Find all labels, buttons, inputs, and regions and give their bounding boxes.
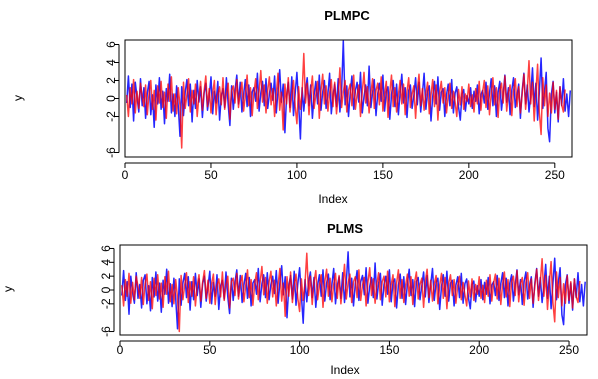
series-line-1: [125, 52, 566, 149]
x-tick-label: 200: [469, 343, 489, 357]
y-tick-label: 6: [104, 41, 118, 48]
x-tick-label: 50: [204, 168, 218, 182]
series-line-1: [121, 252, 581, 333]
x-tick-label: 100: [287, 168, 307, 182]
x-tick-label: 200: [459, 168, 479, 182]
y-tick-label: 0: [99, 286, 113, 293]
y-axis: -6 -2 0 2 4 6: [99, 245, 115, 337]
plot-area: [125, 40, 572, 149]
chart-plmpc: PLMPC -6 -2 0 2 4 6 0 50 100 150 200 250 Index y: [11, 8, 573, 206]
y-tick-label: -2: [104, 111, 118, 122]
y-tick-label: -6: [104, 147, 118, 158]
x-tick-label: 0: [117, 343, 124, 357]
x-tick-label: 0: [122, 168, 129, 182]
plot-frame: [119, 244, 588, 336]
y-tick-label: 4: [99, 259, 113, 266]
plot-frame: [124, 39, 573, 158]
y-tick-label: 2: [104, 77, 118, 84]
y-axis: -6 -2 0 2 4 6: [104, 41, 120, 158]
x-tick-label: 150: [379, 343, 399, 357]
y-tick-label: 0: [104, 95, 118, 102]
y-tick-label: 4: [104, 59, 118, 66]
x-tick-label: 250: [559, 343, 579, 357]
chart-plms: PLMS -6 -2 0 2 4 6 0 50 100 150 200 250 Index y: [1, 221, 588, 377]
plot-area: [121, 251, 586, 333]
y-tick-label: 2: [99, 273, 113, 280]
y-axis-title: y: [11, 95, 25, 101]
x-axis-title: Index: [318, 192, 347, 206]
y-tick-label: -6: [99, 326, 113, 337]
chart-title: PLMPC: [324, 8, 370, 23]
y-axis-title: y: [1, 286, 15, 292]
chart-title: PLMS: [327, 221, 363, 236]
x-tick-label: 100: [290, 343, 310, 357]
x-axis: 0 50 100 150 200 250: [122, 162, 565, 182]
x-tick-label: 50: [203, 343, 217, 357]
y-tick-label: 6: [99, 245, 113, 252]
x-axis-title: Index: [330, 363, 359, 377]
x-axis: 0 50 100 150 200 250: [117, 340, 579, 357]
x-tick-label: 250: [545, 168, 565, 182]
y-tick-label: -2: [99, 298, 113, 309]
x-tick-label: 150: [373, 168, 393, 182]
